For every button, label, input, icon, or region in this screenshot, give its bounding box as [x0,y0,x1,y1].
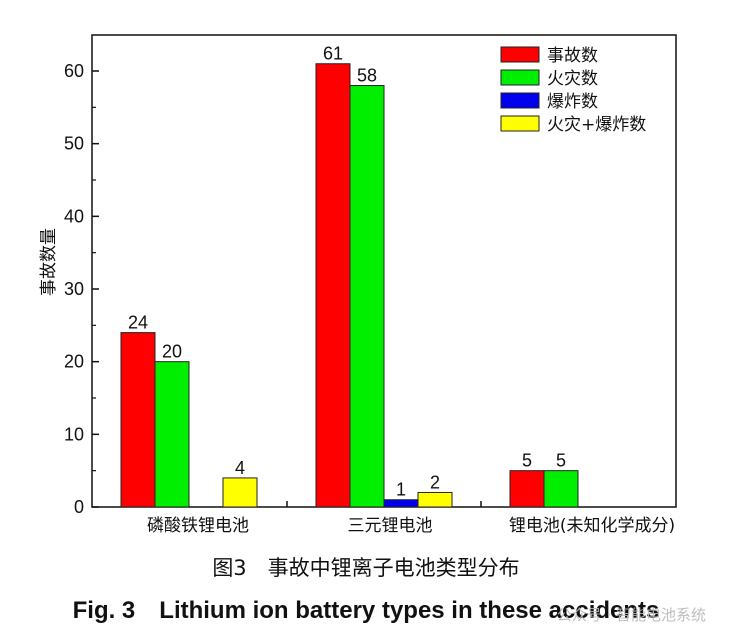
bar-data-label: 1 [396,480,406,500]
x-category-label: 三元锂电池 [348,516,433,536]
legend-label: 爆炸数 [547,92,598,112]
y-tick-label: 10 [64,424,84,444]
bar [383,499,419,508]
y-tick-label: 60 [64,61,84,81]
bars-layer [120,63,579,508]
bar-data-label: 5 [522,451,532,471]
bar-data-label: 61 [323,44,343,64]
bar [120,332,156,508]
bar [315,63,351,508]
y-tick-label: 30 [64,279,84,299]
legend-swatch [500,115,540,132]
legend-label: 事故数 [547,46,598,66]
bar-data-label: 4 [235,458,245,478]
bar [509,470,545,508]
bar [417,491,453,508]
y-tick-label: 40 [64,206,84,226]
bar-data-label: 24 [128,313,148,333]
legend-label: 火灾+爆炸数 [547,115,646,135]
watermark-text: 公众号 · 智能电池系统 [556,606,706,624]
y-tick-label: 50 [64,134,84,154]
bar-data-label: 58 [357,66,377,86]
figure-caption-english: Fig. 3 Lithium ion battery types in thes… [72,597,660,624]
legend-swatch [500,69,540,86]
y-tick-label: 20 [64,352,84,372]
bar-data-label: 5 [556,451,566,471]
bar-chart: 0 10 20 30 40 50 60 24 61 5 20 58 5 1 4 2 磷酸铁锂电池 三元锂电池 锂… [39,34,677,536]
bar [222,477,258,508]
figure-caption-chinese: 图3 事故中锂离子电池类型分布 [212,556,520,580]
legend-swatch [500,92,540,109]
legend-label: 火灾数 [547,69,598,89]
x-category-label: 锂电池(未知化学成分) [509,516,675,536]
y-tick-label: 0 [74,497,84,517]
bar [349,85,385,508]
y-axis-title: 事故数量 [39,228,59,296]
x-category-label: 磷酸铁锂电池 [147,516,249,536]
ticks-layer: 0 10 20 30 40 50 60 [64,61,482,517]
category-labels-layer: 磷酸铁锂电池 三元锂电池 锂电池(未知化学成分) [147,516,675,536]
bar [543,470,579,508]
bar-data-label: 2 [430,472,440,492]
bar [154,361,190,508]
bar-data-label: 20 [162,342,182,362]
data-labels-layer: 24 61 5 20 58 5 1 4 2 [128,44,566,500]
legend-swatch [500,46,540,63]
